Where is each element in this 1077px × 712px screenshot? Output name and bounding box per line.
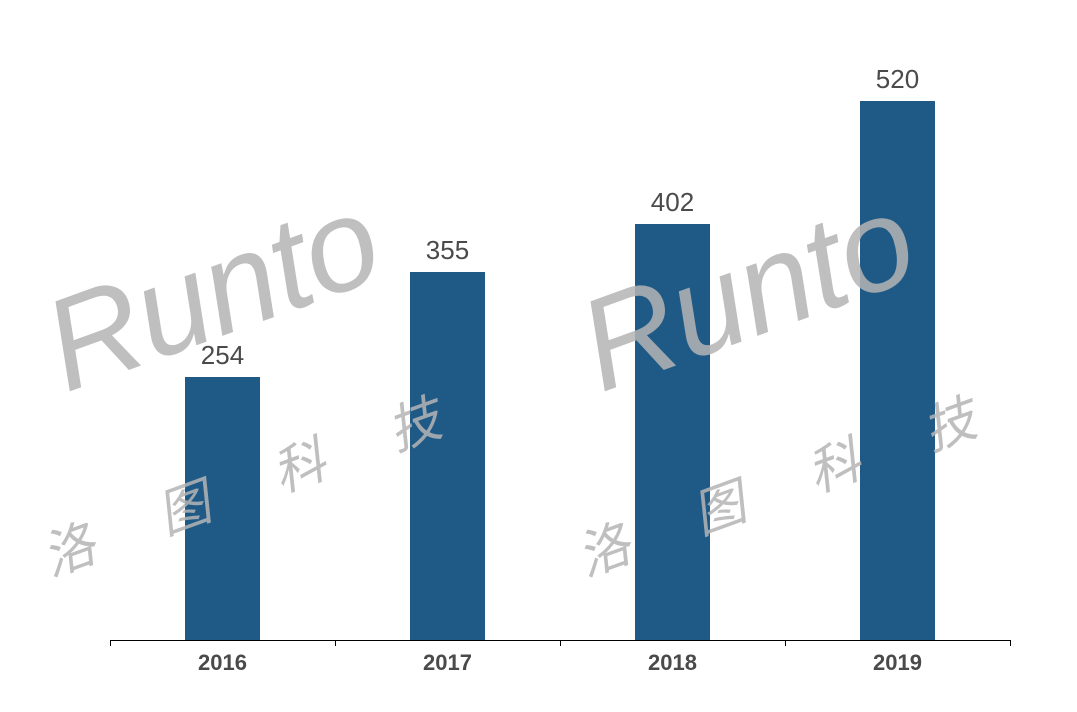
x-axis-label: 2017 <box>423 650 472 676</box>
x-tick <box>785 640 786 646</box>
x-tick <box>560 640 561 646</box>
x-axis-label: 2018 <box>648 650 697 676</box>
bar-2016: 254 <box>185 377 259 640</box>
x-tick <box>110 640 111 646</box>
bar-2017: 355 <box>410 272 484 640</box>
bar-2018: 402 <box>635 224 709 640</box>
x-tick <box>335 640 336 646</box>
bar-2019: 520 <box>860 101 934 640</box>
bar-value-label: 355 <box>410 235 484 266</box>
bar-chart: 254355402520 2016201720182019 Runto洛 图 科… <box>0 0 1077 712</box>
bar-value-label: 402 <box>635 187 709 218</box>
x-tick <box>1010 640 1011 646</box>
bar-value-label: 254 <box>185 340 259 371</box>
plot-area: 254 355 402 520 <box>110 60 1010 640</box>
bar-value-label: 520 <box>860 64 934 95</box>
x-axis-label: 2019 <box>873 650 922 676</box>
x-axis-label: 2016 <box>198 650 247 676</box>
